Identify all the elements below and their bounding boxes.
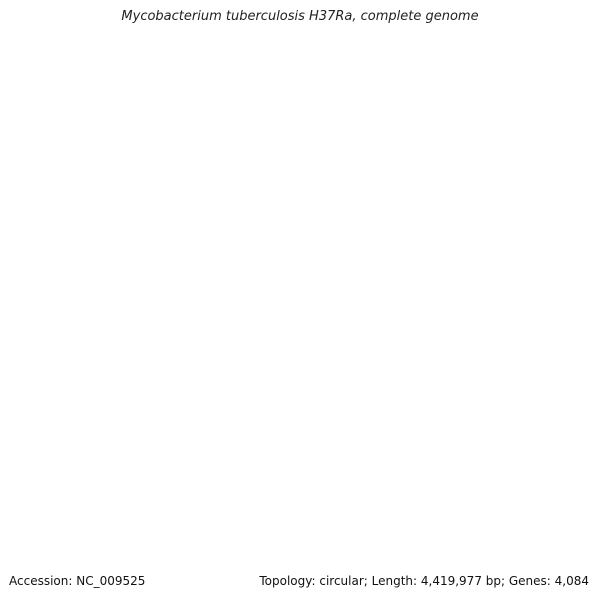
accession-text: Accession: NC_009525 (9, 574, 146, 588)
map-title: Mycobacterium tuberculosis H37Ra, comple… (121, 9, 479, 24)
genome-summary-text: Topology: circular; Length: 4,419,977 bp… (259, 574, 589, 588)
